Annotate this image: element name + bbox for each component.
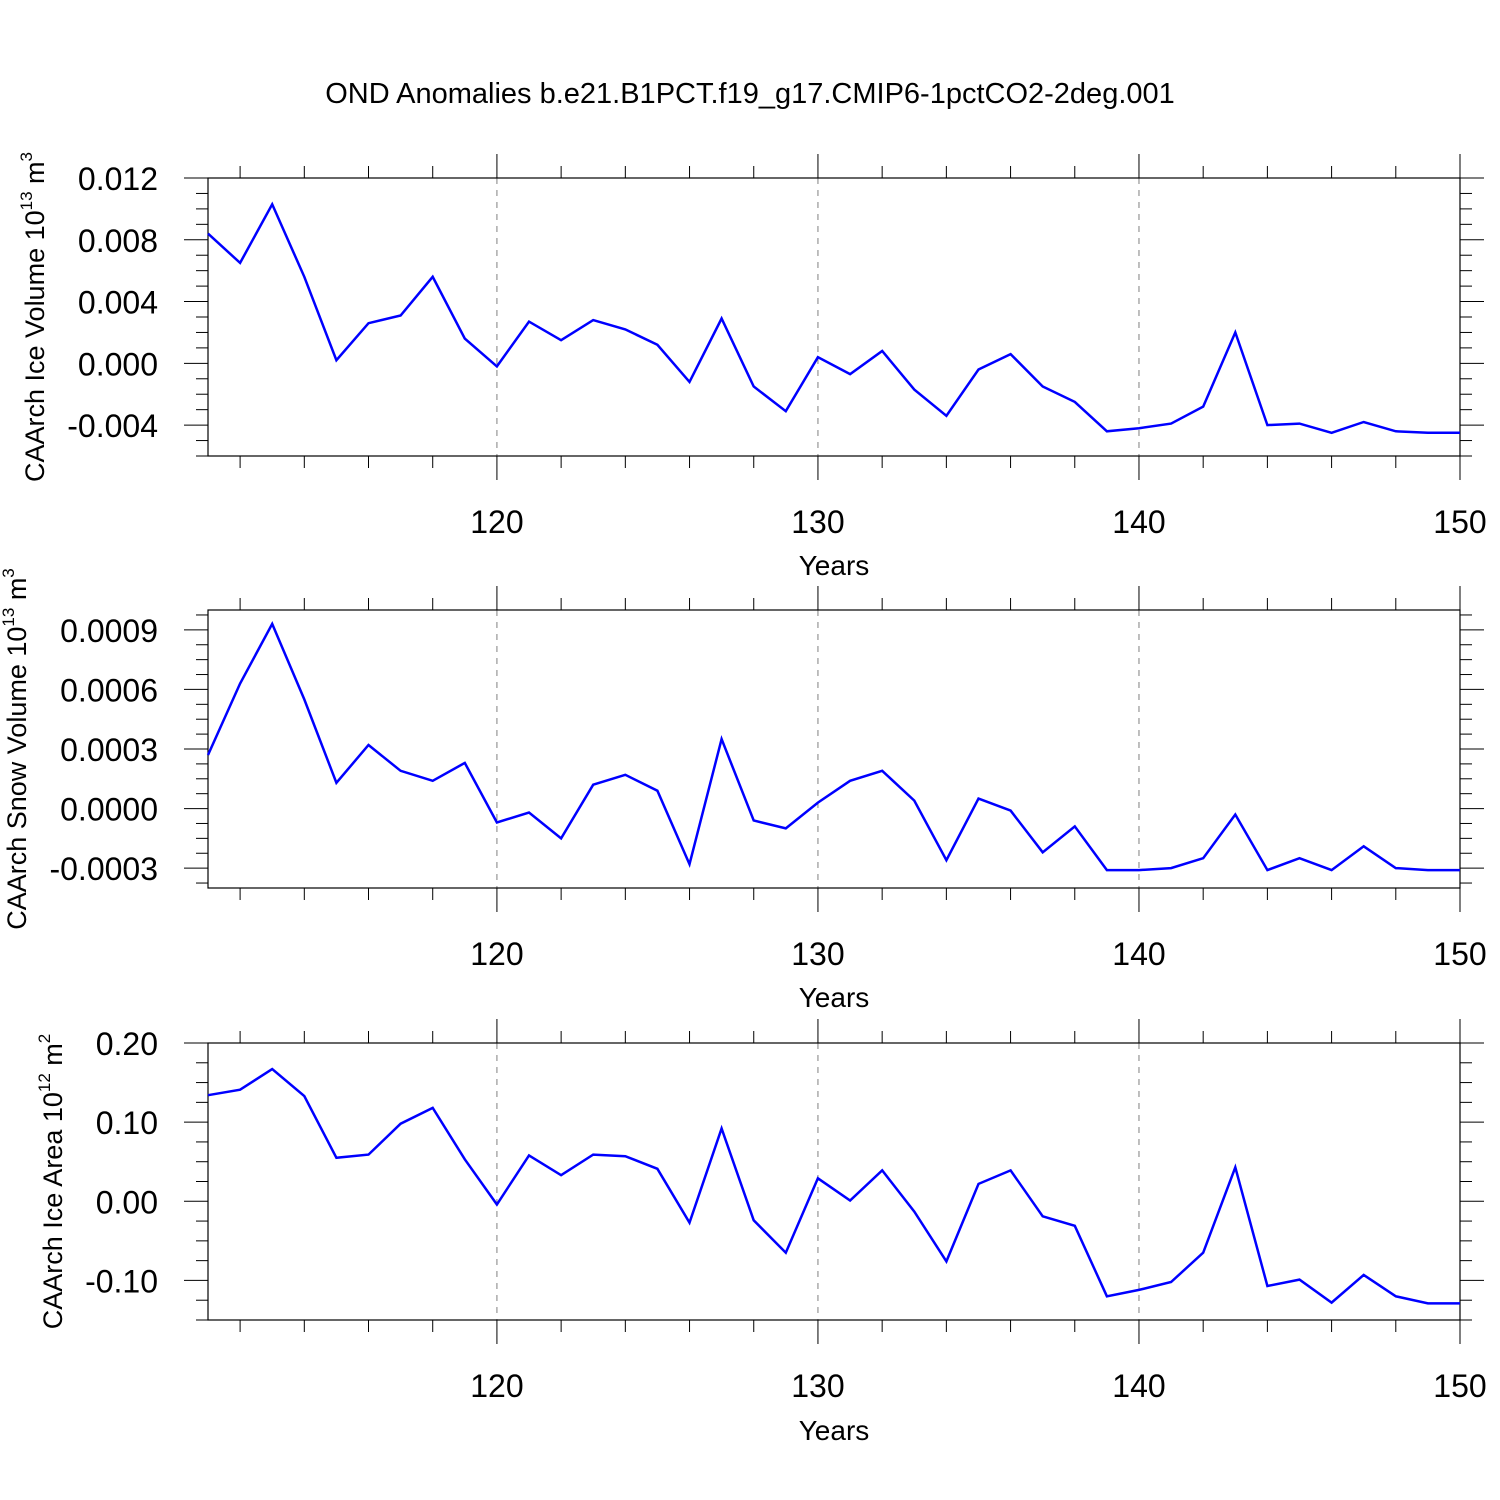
x-tick-label: 150 bbox=[1433, 1368, 1486, 1404]
y-tick-label: -0.004 bbox=[67, 408, 158, 444]
plot-frame bbox=[207, 609, 1461, 889]
x-axis-label: Years bbox=[799, 982, 870, 1013]
y-axis-label: CAArch Ice Area 1012 m2 bbox=[35, 1034, 68, 1330]
y-tick-label: 0.20 bbox=[96, 1026, 158, 1062]
x-tick-label: 140 bbox=[1112, 936, 1165, 972]
y-axis-label: CAArch Snow Volume 1013 m3 bbox=[0, 568, 32, 930]
x-tick-label: 120 bbox=[470, 504, 523, 540]
x-tick-label: 130 bbox=[791, 504, 844, 540]
y-tick-label: 0.0006 bbox=[60, 672, 158, 708]
y-tick-label: 0.0003 bbox=[60, 732, 158, 768]
series-line bbox=[207, 201, 1460, 435]
x-tick-label: 140 bbox=[1112, 1368, 1165, 1404]
x-tick-label: 140 bbox=[1112, 504, 1165, 540]
x-tick-label: 120 bbox=[470, 936, 523, 972]
y-tick-label: 0.10 bbox=[96, 1105, 158, 1141]
y-tick-label: 0.00 bbox=[96, 1184, 158, 1220]
x-axis-label: Years bbox=[799, 550, 870, 581]
x-tick-label: 120 bbox=[470, 1368, 523, 1404]
series-line bbox=[206, 621, 1460, 872]
x-tick-label: 150 bbox=[1433, 504, 1486, 540]
y-tick-label: -0.0003 bbox=[49, 851, 158, 887]
panel-3: 120 130 140 150 0.20 0.10 0.00 -0.10 Years CAArch… bbox=[35, 1019, 1487, 1446]
y-tick-label: 0.0009 bbox=[60, 613, 158, 649]
y-tick-label: 0.000 bbox=[78, 346, 158, 382]
x-axis-label: Years bbox=[799, 1415, 870, 1446]
plot-frame bbox=[207, 1042, 1461, 1321]
panel-1: 120 130 140 150 0.012 0.008 0.004 0.000 -0.004 Ye… bbox=[17, 152, 1487, 581]
y-axis-label: CAArch Ice Volume 1013 m3 bbox=[17, 152, 50, 482]
figure-title: OND Anomalies b.e21.B1PCT.f19_g17.CMIP6-… bbox=[325, 78, 1175, 110]
plot-frame bbox=[207, 177, 1461, 457]
y-tick-label: -0.10 bbox=[85, 1263, 158, 1299]
y-tick-label: 0.0000 bbox=[60, 792, 158, 828]
x-tick-label: 150 bbox=[1433, 936, 1486, 972]
series-line bbox=[207, 1067, 1460, 1305]
y-tick-label: 0.012 bbox=[78, 161, 158, 197]
x-tick-label: 130 bbox=[791, 1368, 844, 1404]
y-tick-label: 0.004 bbox=[78, 285, 158, 321]
panel-2: 120 130 140 150 0.0009 0.0006 0.0003 0.0000 -0.0… bbox=[0, 568, 1487, 1013]
x-tick-label: 130 bbox=[791, 936, 844, 972]
y-tick-label: 0.008 bbox=[78, 223, 158, 259]
